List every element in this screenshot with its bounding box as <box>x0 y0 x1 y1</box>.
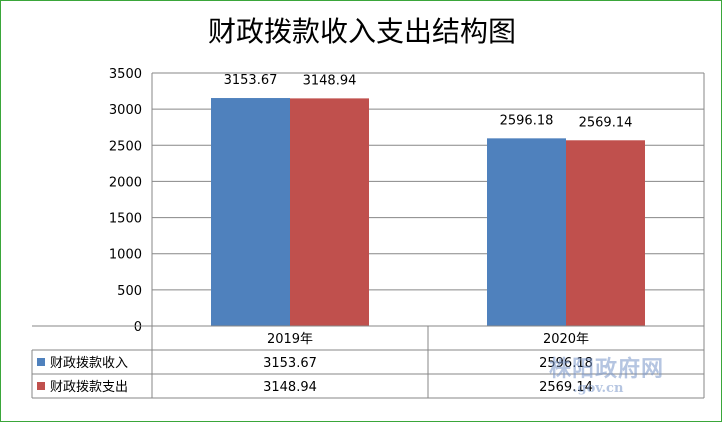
label-layer: 3153.67 2596.18 3148.94 2569.14 <box>224 73 633 130</box>
table-cell-value: 2569.14 <box>539 380 593 395</box>
legend-swatch <box>37 358 45 366</box>
y-tick-label: 1500 <box>109 212 142 227</box>
data-label: 3153.67 <box>224 73 278 88</box>
y-tick-label: 0 <box>134 320 142 335</box>
axis-layer: 0 500 1000 1500 2000 2500 3000 3500 <box>32 67 705 335</box>
legend-swatch <box>37 382 45 390</box>
data-label: 2596.18 <box>500 113 554 128</box>
x-tick-label: 2020年 <box>543 332 589 347</box>
y-tick-label: 2000 <box>109 175 142 190</box>
y-tick-label: 1000 <box>109 248 142 263</box>
bar <box>487 138 566 326</box>
legend-label: 财政拨款支出 <box>50 380 128 395</box>
x-tick-label: 2019年 <box>267 332 313 347</box>
y-tick-label: 2500 <box>109 139 142 154</box>
bar <box>566 140 645 326</box>
table-cell-value: 2596.18 <box>539 356 593 371</box>
y-tick-label: 3500 <box>109 67 142 82</box>
legend-label: 财政拨款收入 <box>50 356 128 371</box>
bar <box>211 98 290 326</box>
table-cell-value: 3148.94 <box>263 380 317 395</box>
data-label: 2569.14 <box>579 115 633 130</box>
bar-layer <box>211 98 645 327</box>
chart-title: 财政拨款收入支出结构图 <box>208 15 516 48</box>
data-label: 3148.94 <box>303 73 357 88</box>
table-cell-value: 3153.67 <box>263 356 317 371</box>
y-tick-label: 500 <box>117 284 142 299</box>
bar <box>290 98 369 327</box>
y-tick-label: 3000 <box>109 103 142 118</box>
